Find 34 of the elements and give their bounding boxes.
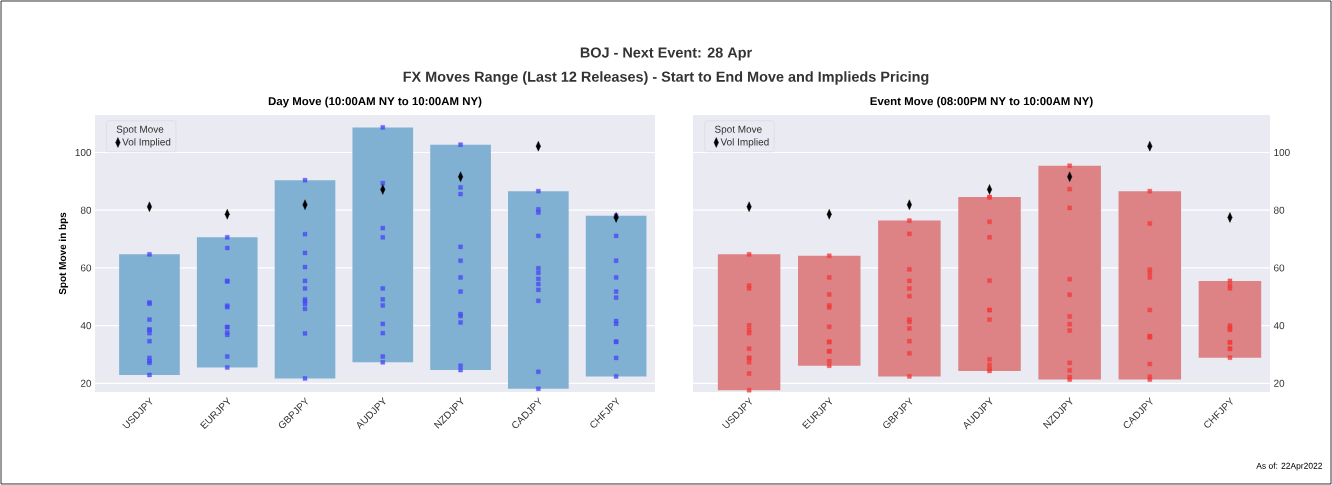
legend-label: Vol Implied — [720, 138, 769, 148]
bar — [352, 127, 414, 363]
bar — [798, 255, 861, 366]
legend-title: Spot Move — [714, 125, 762, 135]
legend-title: Spot Move — [116, 125, 164, 135]
y-tick-label: 60 — [80, 264, 92, 272]
y-tick-label: 100 — [75, 148, 92, 157]
chart-title: Day Move (10:00AM NY to 10:00AM NY) — [268, 96, 482, 108]
bar — [119, 254, 180, 375]
y2-tick-label: 80 — [1273, 206, 1285, 214]
text: FX Moves Range (Last 12 Releases) - Start to End Move and Implieds Pricing — [403, 71, 929, 85]
y2-tick-label: 20 — [1274, 379, 1285, 387]
bar — [1118, 191, 1182, 380]
text: BOJ - Next Event: 28 Apr — [580, 47, 752, 61]
y2-tick-label: 40 — [1273, 322, 1285, 330]
y2-tick-label: 100 — [1274, 148, 1290, 157]
bar — [585, 215, 647, 377]
bar — [1038, 165, 1101, 380]
bar — [508, 191, 569, 389]
bar — [196, 237, 258, 368]
bar — [274, 180, 336, 379]
y-tick-label: 80 — [80, 206, 92, 214]
y-axis-title: Spot Move in bps — [58, 212, 69, 295]
bar — [430, 144, 491, 371]
y2-tick-label: 60 — [1274, 264, 1285, 272]
bar — [717, 254, 781, 391]
text: As of: 22Apr2022 — [1256, 462, 1323, 471]
bar — [878, 220, 941, 377]
y-tick-label: 20 — [80, 379, 92, 387]
chart-title: Event Move (08:00PM NY to 10:00AM NY) — [870, 96, 1093, 108]
bar — [1198, 280, 1262, 358]
legend-label: Vol Implied — [122, 138, 171, 148]
y-tick-label: 40 — [80, 322, 92, 330]
bar — [958, 196, 1021, 371]
